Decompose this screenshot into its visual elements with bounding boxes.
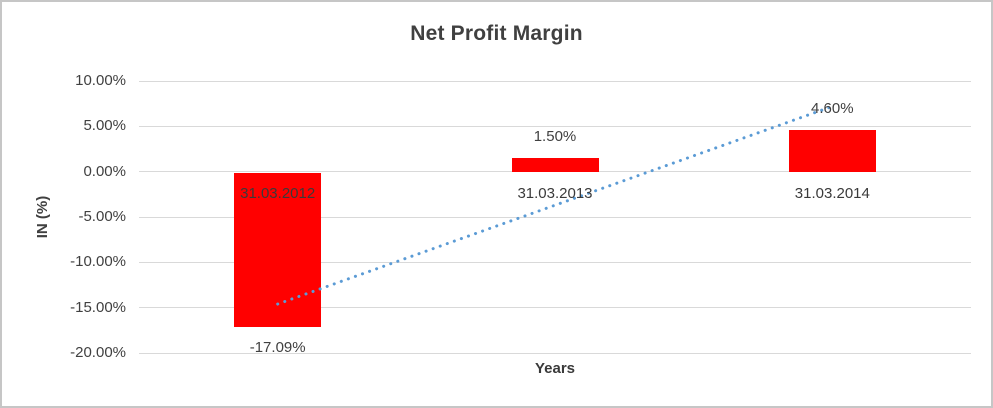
category-label: 31.03.2013 [517, 184, 593, 202]
y-tick-label: 0.00% [83, 162, 126, 180]
bar-31.03.2013 [511, 158, 599, 172]
data-label: 4.60% [811, 99, 854, 117]
category-label: 31.03.2014 [794, 184, 870, 202]
y-tick-label: -20.00% [70, 344, 126, 361]
x-axis-title: Years [534, 360, 576, 377]
data-label: -17.09% [249, 338, 306, 356]
y-tick-label: -5.00% [78, 208, 126, 225]
data-label: 1.50% [533, 128, 577, 146]
bar-31.03.2014 [788, 129, 876, 172]
category-label: 31.03.2012 [240, 184, 316, 202]
y-tick-label: 10.00% [75, 72, 126, 89]
gridline [139, 352, 971, 354]
chart-title: Net Profit Margin [410, 22, 583, 45]
y-tick-label: -15.00% [70, 298, 126, 316]
gridline [139, 125, 971, 127]
y-tick-label: -10.00% [70, 253, 126, 271]
gridline [139, 307, 971, 309]
gridline [139, 80, 971, 82]
y-tick-label: 5.00% [83, 117, 126, 135]
